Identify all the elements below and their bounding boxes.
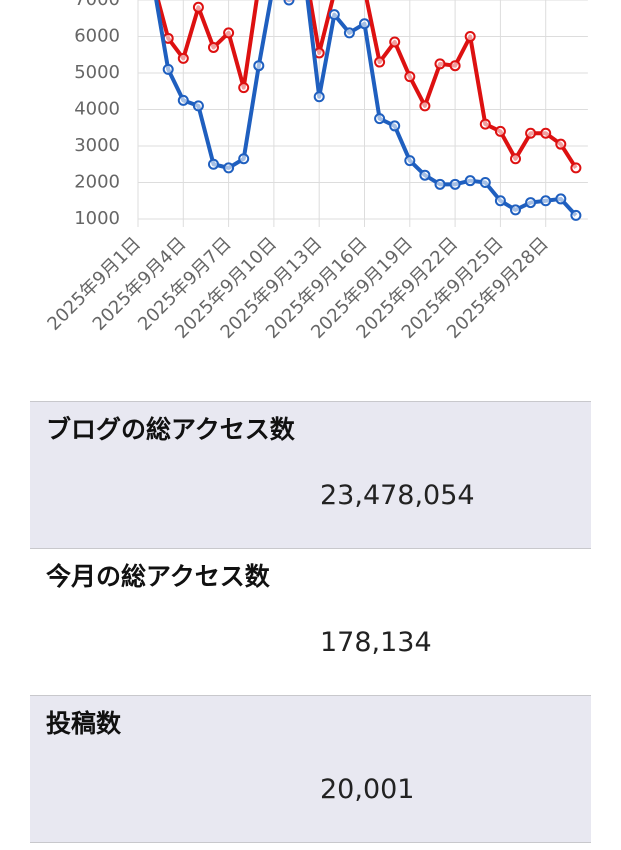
y-tick-label: 5000 — [74, 62, 120, 83]
stat-block: ブログの総アクセス数 23,478,054 — [30, 401, 591, 548]
data-point — [374, 56, 386, 68]
data-point — [510, 204, 521, 216]
data-point — [479, 177, 491, 188]
data-point — [449, 60, 461, 72]
data-point — [464, 31, 476, 42]
stat-label: 投稿数 — [46, 709, 122, 738]
y-tick-label: 4000 — [74, 99, 120, 120]
data-point — [404, 71, 416, 83]
stats-table: ブログの総アクセス数 23,478,054 今月の総アクセス数 178,134 投稿数 2… — [30, 401, 591, 843]
data-point — [359, 18, 370, 30]
data-point — [434, 178, 446, 190]
data-point — [238, 82, 250, 94]
data-point — [177, 52, 189, 64]
data-point — [570, 209, 582, 221]
stat-label: ブログの総アクセス数 — [46, 415, 295, 444]
data-point — [192, 1, 204, 13]
data-point — [510, 153, 521, 165]
data-point — [449, 178, 461, 190]
stat-value: 178,134 — [320, 627, 432, 658]
data-point — [328, 9, 340, 21]
data-point — [404, 155, 416, 167]
data-point — [479, 118, 491, 130]
y-tick-label: 6000 — [74, 26, 120, 47]
data-point — [208, 41, 219, 53]
stat-block: 投稿数 20,001 — [30, 695, 591, 843]
y-tick-label: 7000 — [74, 0, 120, 10]
y-tick-label: 1000 — [74, 208, 120, 229]
data-point — [494, 125, 506, 137]
data-point — [343, 27, 355, 39]
stat-value: 23,478,054 — [320, 480, 475, 511]
chart: 10002000300040005000600070002025年9月1日202… — [43, 0, 588, 343]
data-point — [162, 63, 174, 75]
data-point — [374, 113, 386, 125]
data-point — [223, 162, 235, 174]
series-line — [154, 0, 578, 217]
data-point — [464, 175, 476, 187]
data-point — [419, 100, 431, 112]
data-point — [525, 127, 537, 139]
data-point — [540, 195, 552, 207]
data-point — [494, 195, 506, 207]
data-point — [253, 60, 265, 72]
data-point — [238, 153, 250, 165]
data-point — [434, 58, 446, 70]
data-point — [223, 27, 235, 39]
data-point — [389, 120, 401, 132]
data-point — [419, 169, 431, 181]
data-point — [389, 36, 401, 48]
data-point — [208, 158, 219, 170]
stat-block: 今月の総アクセス数 178,134 — [30, 548, 591, 695]
data-point — [570, 162, 582, 174]
data-point — [555, 193, 567, 205]
data-point — [540, 127, 552, 139]
data-point — [283, 0, 295, 6]
data-point — [525, 197, 537, 209]
y-tick-label: 3000 — [74, 135, 120, 156]
y-tick-label: 2000 — [74, 172, 120, 193]
series-line — [155, 0, 578, 169]
data-point — [555, 138, 567, 150]
data-point — [177, 94, 189, 106]
stat-label: 今月の総アクセス数 — [46, 562, 270, 591]
data-point — [313, 91, 325, 103]
data-point — [192, 100, 204, 112]
stat-value: 20,001 — [320, 774, 415, 805]
